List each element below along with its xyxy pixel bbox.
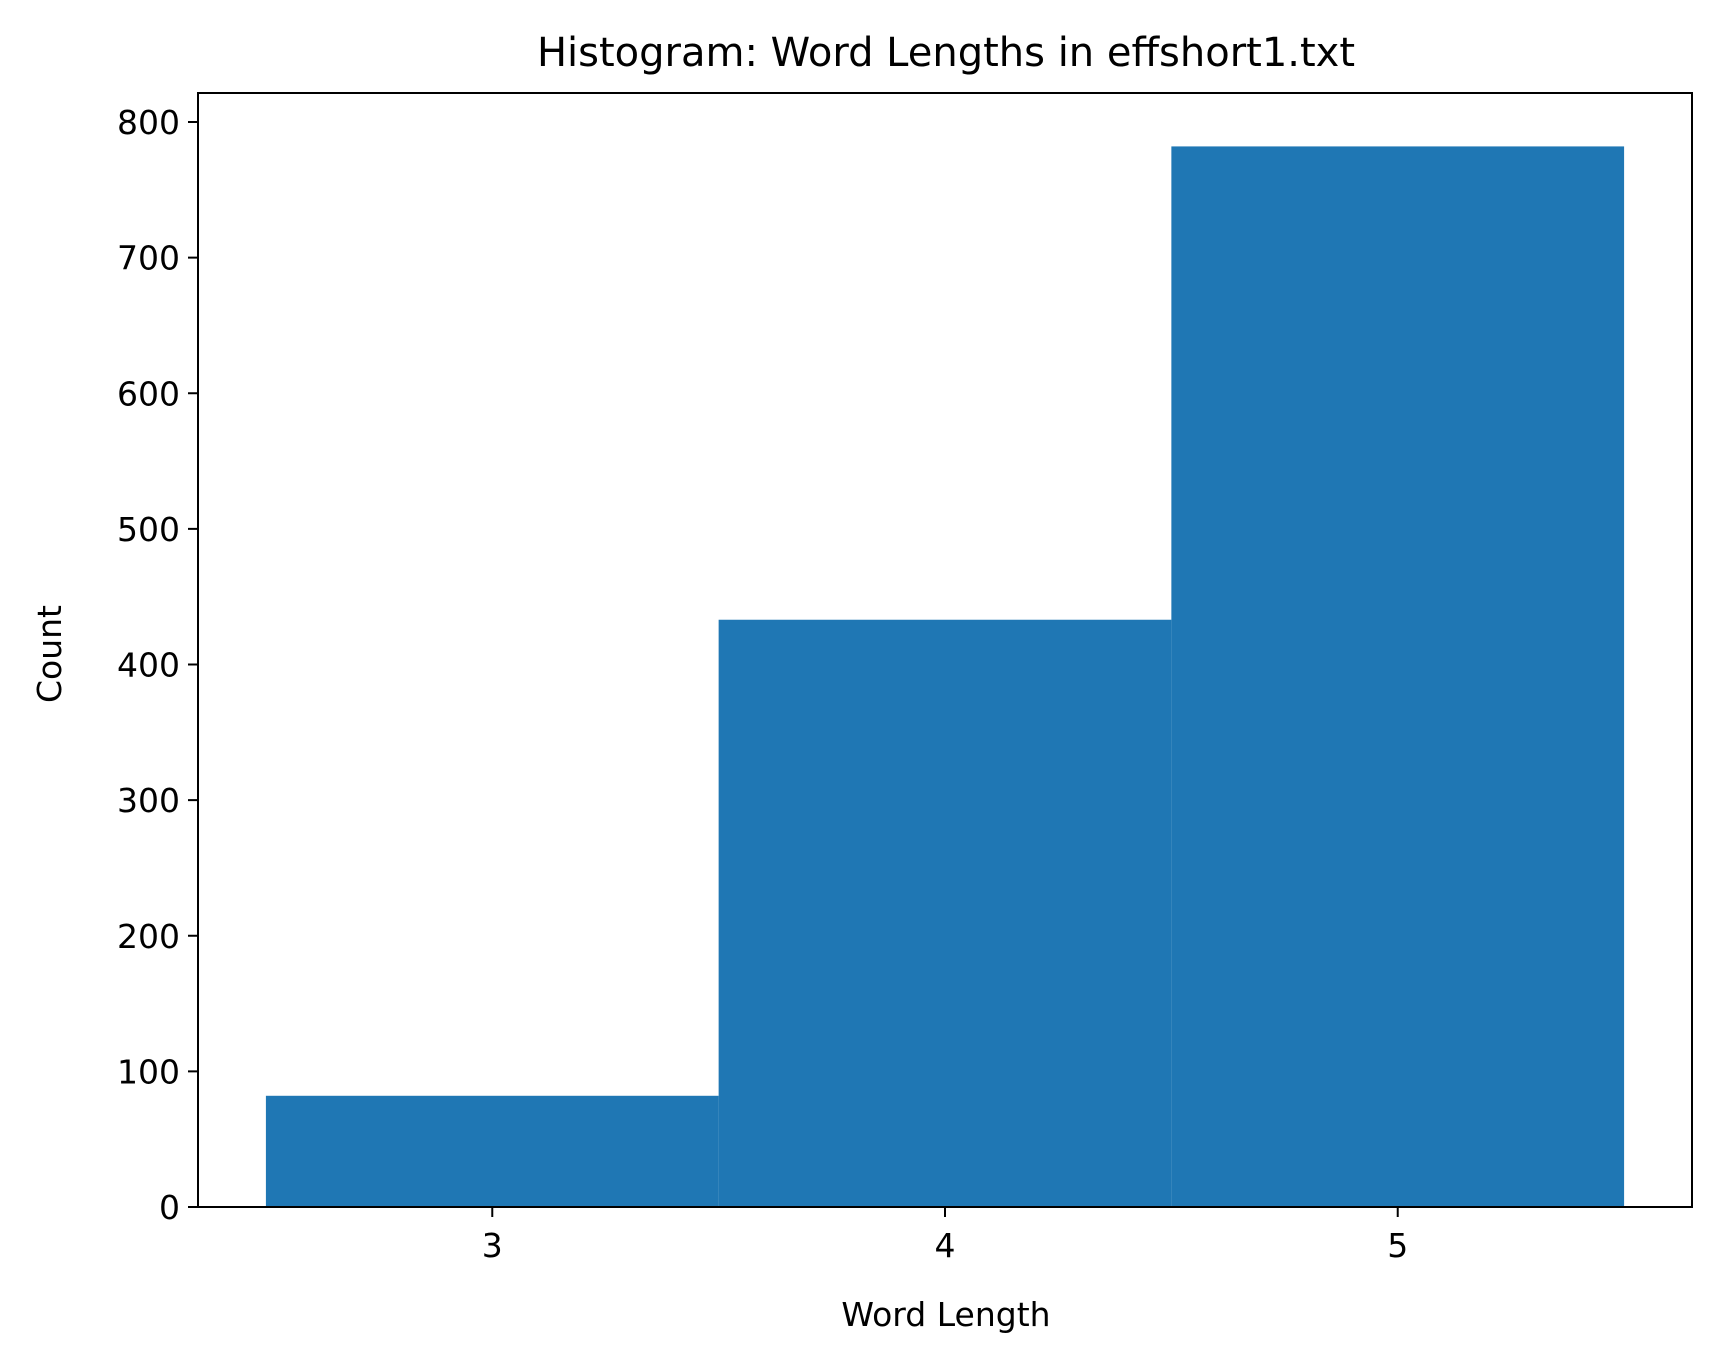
histogram-bar-2 [718,619,1172,1207]
y-tick-label: 100 [117,1052,180,1091]
x-axis: 3 4 5 [482,1207,1408,1265]
histogram-bar-3 [1171,146,1625,1208]
x-tick-label: 5 [1387,1226,1408,1265]
histogram-bar-1 [265,1095,719,1207]
y-tick-label: 800 [117,103,180,142]
chart-title: Histogram: Word Lengths in effshort1.txt [537,30,1355,76]
y-tick-label: 200 [117,917,180,956]
y-tick-label: 700 [117,239,180,278]
y-tick-label: 600 [117,374,180,413]
y-tick-label: 500 [117,510,180,549]
y-tick-label: 400 [117,646,180,685]
y-tick-label: 300 [117,781,180,820]
y-axis-label: Count [30,605,69,703]
x-tick-label: 4 [935,1226,956,1265]
x-tick-label: 3 [482,1226,503,1265]
x-axis-label: Word Length [841,1295,1050,1334]
y-tick-label: 0 [159,1188,180,1227]
bars-group [265,146,1625,1208]
y-axis: 0 100 200 300 400 500 600 700 800 [117,103,198,1227]
